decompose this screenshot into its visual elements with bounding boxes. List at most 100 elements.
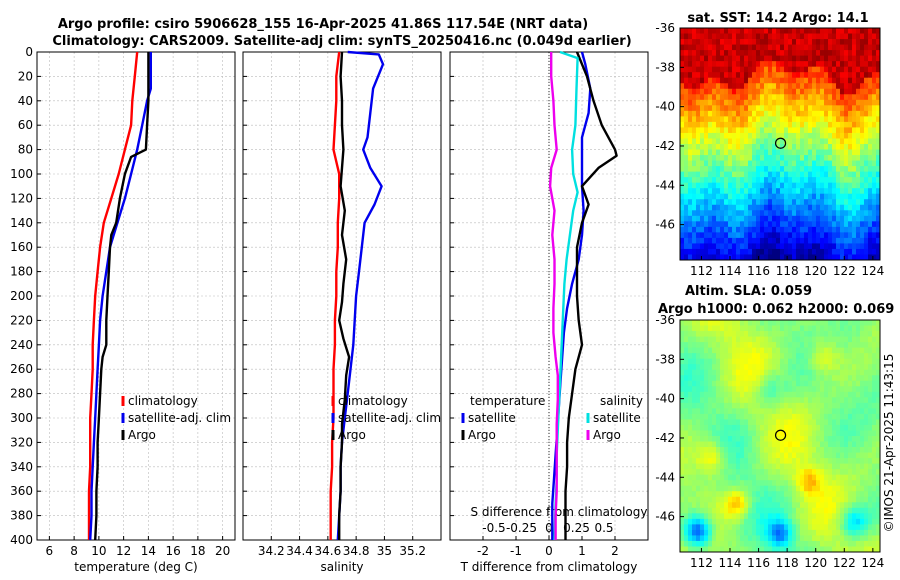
heatmap-cell	[812, 375, 817, 382]
heatmap-cell	[776, 441, 781, 448]
heatmap-cell	[856, 463, 861, 470]
heatmap-cell	[696, 347, 701, 354]
heatmap-cell	[704, 127, 709, 134]
heatmap-cell	[804, 424, 809, 431]
heatmap-cell	[836, 248, 841, 255]
heatmap-cell	[732, 375, 737, 382]
heatmap-cell	[744, 193, 749, 200]
heatmap-cell	[860, 419, 865, 426]
heatmap-cell	[756, 127, 761, 134]
heatmap-cell	[772, 358, 777, 365]
heatmap-cell	[832, 226, 837, 233]
heatmap-cell	[852, 419, 857, 426]
heatmap-cell	[760, 419, 765, 426]
heatmap-cell	[684, 237, 689, 244]
heatmap-cell	[724, 474, 729, 481]
heatmap-cell	[836, 127, 841, 134]
heatmap-cell	[696, 121, 701, 128]
heatmap-cell	[800, 507, 805, 514]
heatmap-cell	[864, 364, 869, 371]
x-tick-label: 114	[719, 556, 742, 570]
heatmap-cell	[836, 391, 841, 398]
heatmap-cell	[712, 375, 717, 382]
heatmap-cell	[856, 171, 861, 178]
heatmap-cell	[860, 237, 865, 244]
heatmap-cell	[852, 320, 857, 326]
heatmap-cell	[848, 391, 853, 398]
heatmap-cell	[732, 397, 737, 404]
heatmap-cell	[844, 144, 849, 150]
heatmap-cell	[784, 320, 789, 326]
heatmap-cell	[812, 358, 817, 365]
heatmap-cell	[720, 391, 725, 398]
heatmap-cell	[720, 199, 725, 206]
heatmap-cell	[756, 358, 761, 365]
heatmap-cell	[796, 94, 801, 101]
heatmap-cell	[704, 413, 709, 420]
y-tick-label: 180	[10, 265, 33, 279]
heatmap-cell	[744, 524, 749, 531]
heatmap-cell	[840, 188, 845, 195]
heatmap-cell	[732, 430, 737, 437]
heatmap-cell	[820, 182, 825, 189]
y-tick-label: 300	[10, 411, 33, 425]
heatmap-cell	[780, 408, 785, 415]
heatmap-cell	[684, 513, 689, 520]
heatmap-cell	[844, 193, 849, 200]
heatmap-cell	[688, 386, 693, 393]
heatmap-cell	[704, 353, 709, 360]
heatmap-cell	[812, 171, 817, 178]
heatmap-cell	[740, 83, 745, 90]
heatmap-cell	[696, 375, 701, 382]
heatmap-cell	[740, 325, 745, 332]
heatmap-cell	[696, 402, 701, 409]
heatmap-cell	[832, 397, 837, 404]
heatmap-cell	[756, 155, 761, 161]
heatmap-cell	[732, 177, 737, 184]
heatmap-cell	[708, 50, 713, 57]
heatmap-cell	[760, 94, 765, 101]
heatmap-cell	[860, 441, 865, 448]
heatmap-cell	[772, 226, 777, 233]
heatmap-cell	[740, 408, 745, 415]
heatmap-cell	[720, 518, 725, 525]
heatmap-cell	[696, 94, 701, 101]
heatmap-cell	[708, 507, 713, 514]
heatmap-cell	[864, 83, 869, 90]
heatmap-cell	[780, 166, 785, 173]
heatmap-cell	[792, 502, 797, 509]
heatmap-cell	[692, 502, 697, 509]
heatmap-cell	[752, 116, 757, 123]
heatmap-cell	[800, 353, 805, 360]
heatmap-cell	[832, 436, 837, 442]
heatmap-cell	[704, 215, 709, 222]
heatmap-cell	[876, 166, 881, 173]
heatmap-cell	[828, 331, 833, 337]
heatmap-cell	[872, 540, 877, 547]
heatmap-cell	[780, 232, 785, 239]
heatmap-cell	[728, 177, 733, 184]
heatmap-cell	[740, 546, 745, 553]
heatmap-cell	[760, 491, 765, 498]
heatmap-cell	[872, 513, 877, 520]
heatmap-cell	[752, 94, 757, 101]
heatmap-cell	[692, 33, 697, 40]
heatmap-cell	[696, 342, 701, 349]
heatmap-cell	[716, 524, 721, 531]
heatmap-cell	[728, 94, 733, 101]
heatmap-cell	[792, 221, 797, 228]
heatmap-cell	[712, 485, 717, 492]
heatmap-cell	[796, 485, 801, 492]
heatmap-cell	[864, 243, 869, 250]
heatmap-cell	[764, 491, 769, 498]
heatmap-cell	[716, 215, 721, 222]
heatmap-cell	[760, 474, 765, 481]
heatmap-cell	[692, 44, 697, 51]
heatmap-cell	[776, 50, 781, 57]
heatmap-cell	[856, 221, 861, 228]
heatmap-cell	[864, 72, 869, 79]
heatmap-cell	[788, 237, 793, 244]
heatmap-cell	[812, 94, 817, 101]
heatmap-cell	[816, 535, 821, 542]
y-tick-label: 100	[10, 167, 33, 181]
